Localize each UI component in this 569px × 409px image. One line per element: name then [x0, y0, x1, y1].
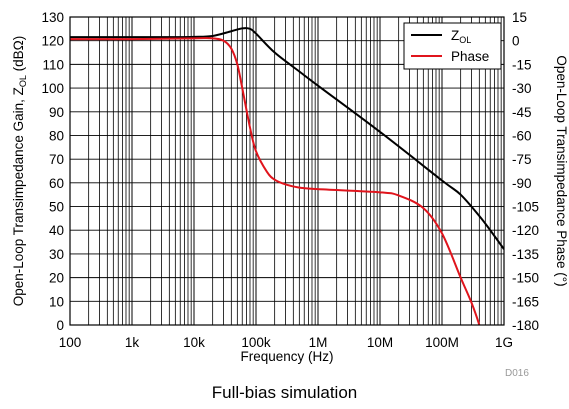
y-tick-label: 20: [49, 271, 64, 286]
y2-tick-label: 0: [512, 34, 520, 49]
chart: 100 1k 10k 100k 1M 10M 100M 1G 0 10 20 30 40 50 60 70 8…: [11, 10, 569, 379]
legend-box: [403, 22, 502, 70]
y2-tick-labels: 15 0 -15 -30 -45 -60 -75 -90 -105 -120 -135 -150 -16…: [512, 10, 539, 333]
legend: ZOL Phase: [403, 22, 502, 70]
x-tick-label: 100M: [425, 335, 459, 350]
y2-tick-label: 15: [512, 10, 527, 25]
y-tick-label: 120: [41, 34, 64, 49]
y2-tick-label: -150: [512, 271, 539, 286]
y-tick-label: 80: [49, 128, 64, 143]
x-tick-label: 100k: [241, 335, 271, 350]
y-tick-label: 50: [49, 200, 64, 215]
y-tick-label: 30: [49, 247, 64, 262]
y-tick-label: 0: [56, 318, 64, 333]
y2-tick-label: -15: [512, 57, 532, 72]
y-tick-label: 70: [49, 152, 64, 167]
legend-label-zol: ZOL: [451, 28, 471, 45]
series-line-zol: [70, 27, 504, 250]
y2-tick-label: -30: [512, 81, 532, 96]
x-axis-label: Frequency (Hz): [240, 349, 333, 364]
x-tick-label: 1M: [309, 335, 328, 350]
plot-frame: [69, 16, 505, 326]
y2-tick-label: -45: [512, 105, 532, 120]
x-tick-label: 10M: [367, 335, 393, 350]
y-tick-label: 60: [49, 176, 64, 191]
y2-tick-label: -75: [512, 152, 532, 167]
y-tick-label: 40: [49, 223, 64, 238]
y2-axis-label: Open-Loop Transimpedance Phase (°): [554, 55, 569, 286]
chart-caption: Full-bias simulation: [211, 383, 358, 402]
x-tick-labels: 100 1k 10k 100k 1M 10M 100M 1G: [59, 335, 513, 350]
y2-tick-label: -120: [512, 223, 539, 238]
legend-label-phase: Phase: [451, 49, 489, 64]
y2-tick-label: -105: [512, 200, 539, 215]
y2-tick-label: -90: [512, 176, 532, 191]
y-tick-label: 10: [49, 294, 64, 309]
x-tick-label: 100: [59, 335, 82, 350]
x-tick-label: 10k: [183, 335, 205, 350]
y-tick-label: 110: [42, 57, 64, 72]
figure-id: D016: [505, 368, 529, 379]
y2-tick-label: -180: [512, 318, 539, 333]
y2-tick-label: -60: [512, 128, 532, 143]
x-tick-label: 1k: [125, 335, 140, 350]
series-layer: [70, 27, 504, 325]
series-line-phase: [70, 37, 481, 325]
y-tick-label: 90: [49, 105, 64, 120]
y-tick-label: 100: [41, 81, 64, 96]
y2-tick-label: -135: [512, 247, 539, 262]
y-axis-label: Open-Loop Transimpedance Gain, ZOL (dBΩ): [11, 36, 28, 307]
x-tick-label: 1G: [495, 335, 513, 350]
y2-tick-label: -165: [512, 294, 539, 309]
y-tick-label: 130: [41, 10, 64, 25]
y-tick-labels: 0 10 20 30 40 50 60 70 80 90 100 110 120 130: [41, 10, 64, 333]
